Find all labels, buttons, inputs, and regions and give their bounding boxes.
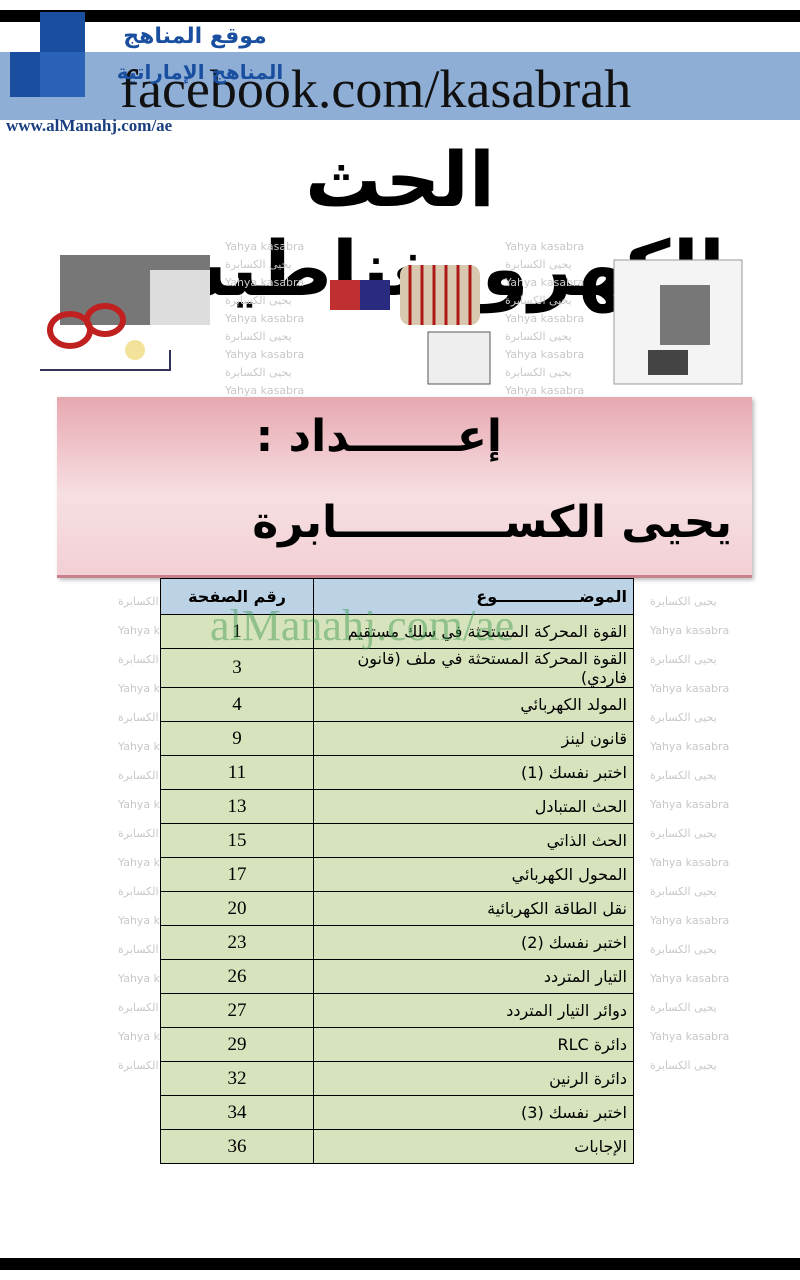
watermark: Yahya kasabra (225, 348, 305, 361)
table-row: 11 اختبر نفسك (1) (160, 755, 634, 790)
topic: قانون لينز (313, 721, 634, 756)
watermark: يحيى الكسابرة (505, 330, 572, 343)
page-number: 15 (160, 823, 314, 858)
watermark: Yahya kasabra (225, 240, 305, 253)
table-row: 29 دائرة RLC (160, 1027, 634, 1062)
watermark: يحيى الكسابرة (650, 885, 717, 898)
page-number: 29 (160, 1027, 314, 1062)
topic: المحول الكهربائي (313, 857, 634, 892)
header-cell: الموضـــــــــــــــوع (313, 578, 634, 615)
page-number: 17 (160, 857, 314, 892)
topic: اختبر نفسك (2) (313, 925, 634, 960)
table-row: 17 المحول الكهربائي (160, 857, 634, 892)
watermark: يحيى الكسابرة (225, 294, 292, 307)
page-number: 27 (160, 993, 314, 1028)
topic: دائرة الرنين (313, 1061, 634, 1096)
watermark: Yahya kasabra (505, 276, 585, 289)
topic: المولد الكهربائي (313, 687, 634, 722)
watermark: Yahya kasabra (650, 624, 730, 637)
bottom-bar (0, 1258, 800, 1270)
watermark: يحيى الكسابرة (505, 294, 572, 307)
watermark: يحيى الكسابرة (650, 827, 717, 840)
page-number: 23 (160, 925, 314, 960)
illustrations (40, 255, 743, 385)
header-cell: رقم الصفحة (160, 578, 314, 615)
table-row: 4 المولد الكهربائي (160, 687, 634, 722)
watermark: يحيى الكسابرة (650, 1059, 717, 1072)
topic: الإجابات (313, 1129, 634, 1164)
author-label: إعـــــــداد : (255, 411, 502, 462)
page-number: 9 (160, 721, 314, 756)
facebook-link: facebook.com/kasabrah (120, 59, 632, 119)
table-row: 36 الإجابات (160, 1129, 634, 1164)
watermark: Yahya kasabra (225, 384, 305, 397)
table-row: 34 اختبر نفسك (3) (160, 1095, 634, 1130)
site-subtitle: المناهج الإماراتية (116, 60, 284, 84)
topic: دوائر التيار المتردد (313, 993, 634, 1028)
logo (10, 12, 85, 97)
watermark: يحيى الكسابرة (650, 595, 717, 608)
website: www.alManahj.com/ae (6, 116, 173, 135)
watermark: Yahya kasabra (505, 240, 585, 253)
table-row: 27 دوائر التيار المتردد (160, 993, 634, 1028)
page-number: 34 (160, 1095, 314, 1130)
watermark: Yahya kasabra (650, 682, 730, 695)
watermark: Yahya kasabra (650, 856, 730, 869)
topic: الحث المتبادل (313, 789, 634, 824)
watermark: Yahya kasabra (650, 914, 730, 927)
page-number: 26 (160, 959, 314, 994)
watermark: يحيى الكسابرة (505, 258, 572, 271)
page-number: 36 (160, 1129, 314, 1164)
table-row: 32 دائرة الرنين (160, 1061, 634, 1096)
topic: اختبر نفسك (3) (313, 1095, 634, 1130)
author-box: إعـــــــداد : يحيى الكســـــــــــابرة (57, 397, 752, 578)
page-number: 32 (160, 1061, 314, 1096)
page-number: 13 (160, 789, 314, 824)
topic: الحث الذاتي (313, 823, 634, 858)
watermark: Yahya kasabra (650, 1030, 730, 1043)
page-number: 3 (160, 648, 314, 688)
page-number: 4 (160, 687, 314, 722)
table-row: 3 القوة المحركة المستحثة في ملف (قانون فا… (160, 648, 634, 688)
top-bar (0, 10, 800, 22)
topic: اختبر نفسك (1) (313, 755, 634, 790)
watermark: يحيى الكسابرة (225, 366, 292, 379)
watermark: Yahya kasabra (225, 276, 305, 289)
contents-table: رقم الصفحة الموضـــــــــــــــوع 1 القوة… (160, 578, 634, 1164)
topic: القوة المحركة المستحثة في ملف (قانون فار… (313, 648, 634, 688)
table-row: 1 القوة المحركة المستحثة في سلك مستقيم (160, 614, 634, 649)
watermark: Yahya kasabra (505, 348, 585, 361)
table-row: 26 التيار المتردد (160, 959, 634, 994)
watermark: يحيى الكسابرة (650, 943, 717, 956)
watermark: Yahya kasabra (505, 312, 585, 325)
topic: التيار المتردد (313, 959, 634, 994)
watermark: Yahya kasabra (650, 740, 730, 753)
watermark: يحيى الكسابرة (650, 653, 717, 666)
watermark: Yahya kasabra (650, 798, 730, 811)
table-row: 13 الحث المتبادل (160, 789, 634, 824)
table-row: 23 اختبر نفسك (2) (160, 925, 634, 960)
page-number: 11 (160, 755, 314, 790)
watermark: يحيى الكسابرة (650, 1001, 717, 1014)
watermark: Yahya kasabra (505, 384, 585, 397)
site-name: موقع المناهج (123, 24, 267, 49)
watermark: يحيى الكسابرة (650, 711, 717, 724)
watermark: يحيى الكسابرة (225, 258, 292, 271)
watermark: Yahya kasabra (225, 312, 305, 325)
watermark: يحيى الكسابرة (225, 330, 292, 343)
table-row: 15 الحث الذاتي (160, 823, 634, 858)
site-watermark: alManahj.com/ae (210, 601, 515, 650)
author-name: يحيى الكســـــــــــابرة (252, 497, 732, 548)
banner (0, 52, 800, 120)
table-row: 9 قانون لينز (160, 721, 634, 756)
watermark: Yahya kasabra (650, 972, 730, 985)
page-number: 20 (160, 891, 314, 926)
topic: نقل الطاقة الكهربائية (313, 891, 634, 926)
page-number: 1 (160, 614, 314, 649)
watermark: يحيى الكسابرة (650, 769, 717, 782)
watermark: يحيى الكسابرة (505, 366, 572, 379)
table-row: 20 نقل الطاقة الكهربائية (160, 891, 634, 926)
topic: دائرة RLC (313, 1027, 634, 1062)
